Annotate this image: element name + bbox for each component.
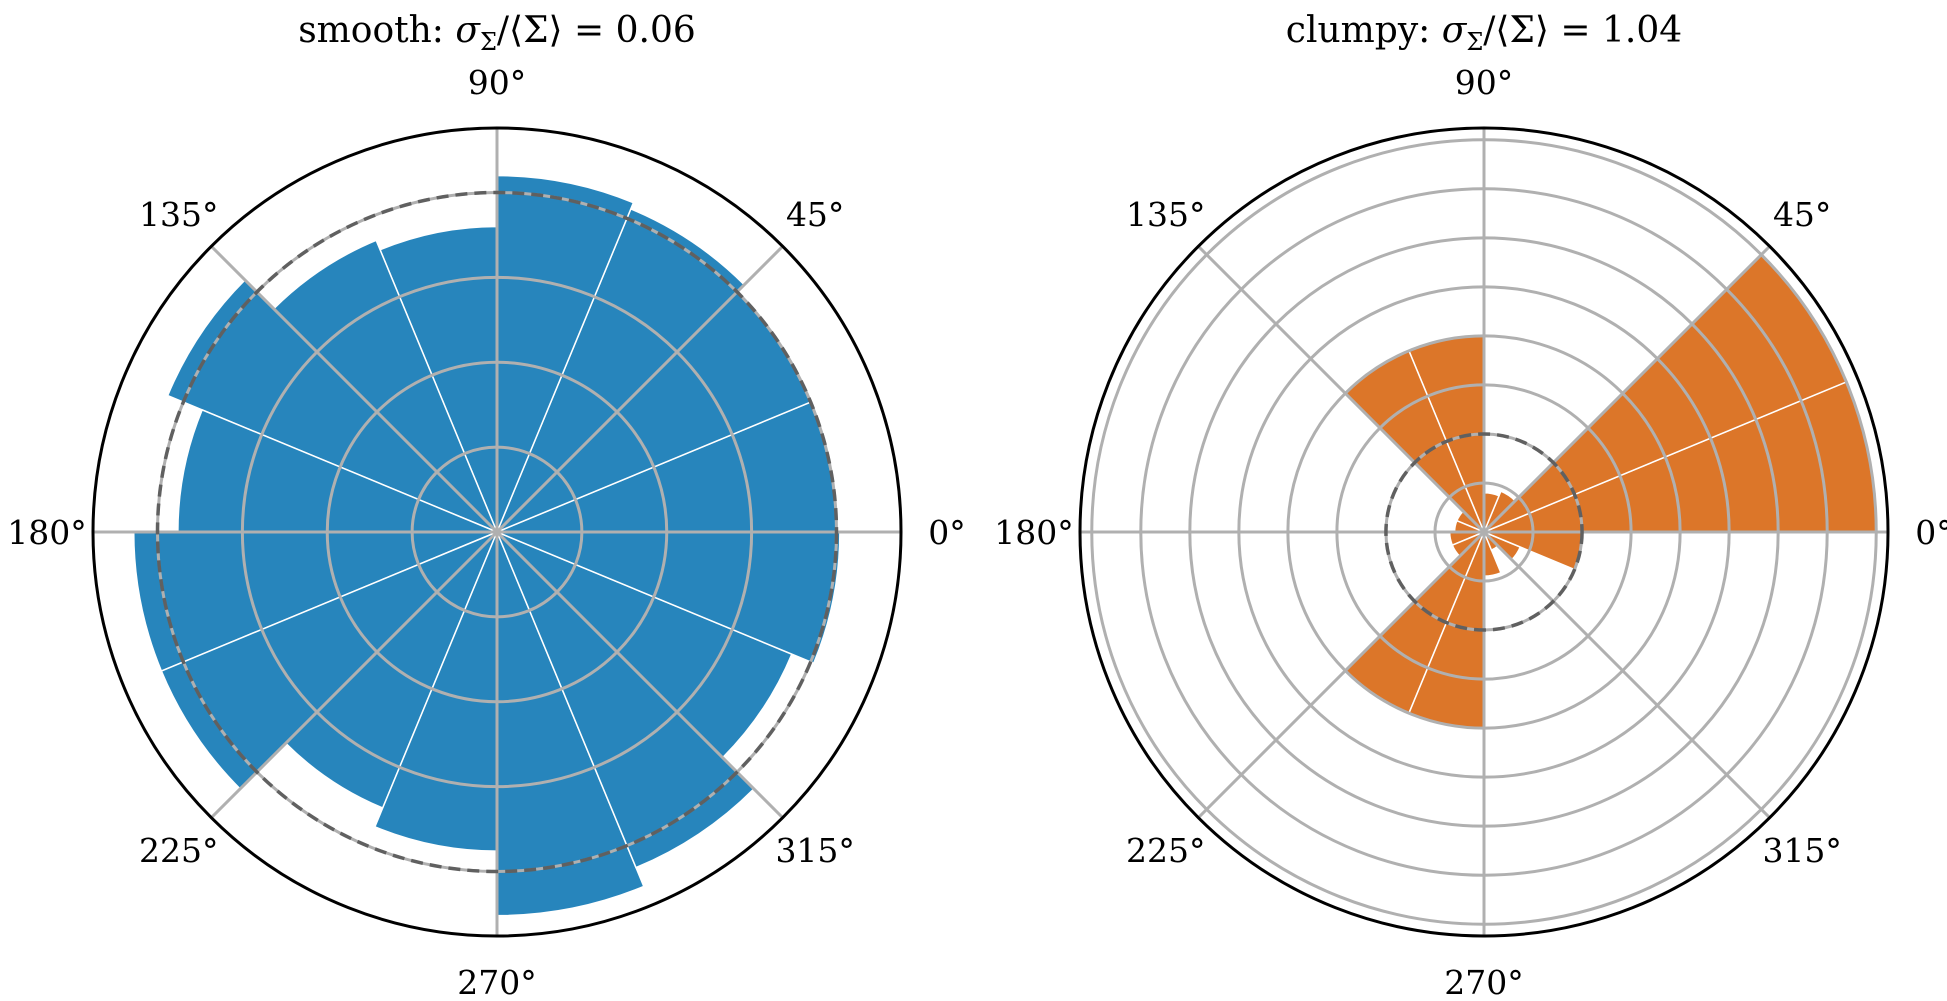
smooth-bar-9 [160,531,498,790]
smooth-bar-8 [132,531,498,672]
clumpy-grid-spoke-3 [1197,245,1486,534]
clumpy-angle-tick-label: 225° [1126,831,1206,870]
clumpy-angle-tick-label: 180° [994,513,1074,552]
smooth-bar-10 [284,531,498,809]
smooth-angle-tick-label: 225° [139,831,219,870]
smooth-grid [91,126,903,938]
smooth-grid-spoke-1 [495,245,784,534]
smooth-angle-tick-label: 270° [457,963,537,1001]
smooth-angle-tick-label: 90° [468,63,527,102]
smooth-bar-4 [379,225,498,533]
smooth-bar-13 [496,531,755,869]
clumpy-mean-ring [1384,432,1584,632]
smooth-bar-15 [496,531,841,665]
smooth-angle-tick-label: 135° [139,195,219,234]
smooth-bar-3 [496,174,635,533]
clumpy-mean-dashed-circle [1384,432,1584,632]
smooth-mean-ring [155,190,839,874]
smooth-angle-ticks: 0° 45° 90° 135° 180° 225° 270° 315° [7,63,966,1001]
smooth-grid-spoke-7 [495,530,784,819]
clumpy-chart-title: clumpy: σΣ/⟨Σ⟩ = 1.04 [1286,10,1682,56]
clumpy-angle-tick-label: 0° [1915,513,1947,552]
clumpy-angle-ticks: 0° 45° 90° 135° 180° 225° 270° 315° [994,63,1947,1001]
clumpy-grid-spoke-5 [1197,530,1486,819]
smooth-grid-spoke-3 [210,245,499,534]
smooth-chart-title: smooth: σΣ/⟨Σ⟩ = 0.06 [298,10,696,56]
clumpy-angle-tick-label: 90° [1455,63,1514,102]
clumpy-grid-spoke-7 [1482,530,1771,819]
smooth-mean-dashed-circle [155,190,839,874]
clumpy-grid-spoke-1 [1482,245,1771,534]
clumpy-angle-tick-label: 45° [1773,195,1832,234]
smooth-bar-14 [496,531,793,759]
clumpy-polar-chart: clumpy: σΣ/⟨Σ⟩ = 1.04 0° 45° 90° 135° 180° 22… [994,10,1947,1001]
smooth-grid-spoke-5 [210,530,499,819]
smooth-angle-tick-label: 45° [786,195,845,234]
smooth-polar-chart: smooth: σΣ/⟨Σ⟩ = 0.06 0° 45° 90° 135° 180° 22… [7,10,966,1001]
smooth-angle-tick-label: 0° [928,513,966,552]
smooth-bar-12 [496,531,645,917]
smooth-bar-5 [272,239,498,533]
smooth-bars [132,174,841,917]
smooth-polar-frame [91,126,903,938]
clumpy-grid [1078,126,1890,938]
clumpy-angle-tick-label: 270° [1444,963,1524,1001]
smooth-angle-tick-label: 180° [7,513,87,552]
clumpy-polar-frame [1078,126,1890,938]
smooth-bar-2 [496,207,746,533]
clumpy-angle-tick-label: 315° [1762,831,1842,870]
smooth-angle-tick-label: 315° [775,831,855,870]
smooth-bar-6 [166,278,498,533]
clumpy-angle-tick-label: 135° [1126,195,1206,234]
